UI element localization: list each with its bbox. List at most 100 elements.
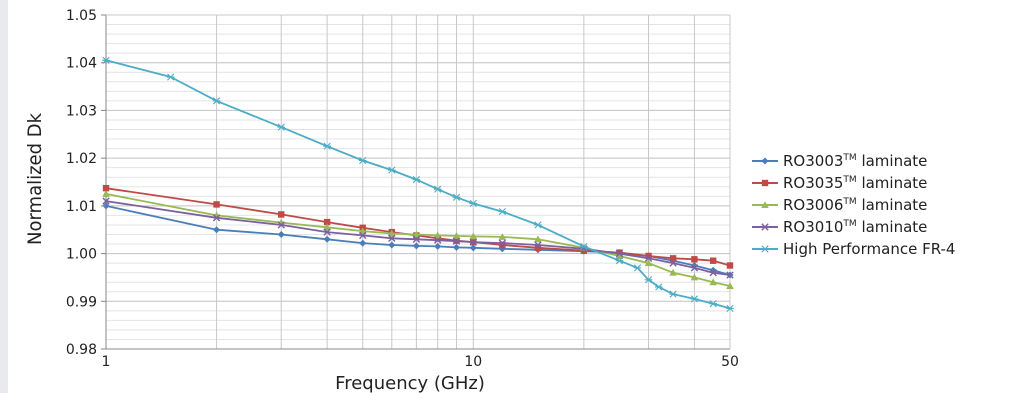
data-point (534, 244, 542, 252)
data-point (323, 228, 331, 236)
data-point (498, 233, 507, 240)
legend-label-main: RO3003 (783, 152, 843, 170)
data-point (213, 201, 220, 208)
data-point (452, 193, 461, 201)
data-point (726, 262, 734, 269)
series-5 (102, 56, 734, 313)
data-point (212, 97, 221, 105)
data-point (278, 211, 285, 218)
x-tick-label: 50 (721, 354, 739, 370)
data-point (433, 185, 442, 193)
legend-label-suffix: laminate (857, 218, 928, 236)
data-point (726, 271, 734, 279)
legend-item: RO3006TM laminate (752, 196, 927, 214)
data-point (709, 278, 717, 286)
legend-label-main: RO3035 (783, 174, 843, 192)
data-point (534, 241, 542, 249)
legend-swatch-marker (761, 201, 769, 208)
data-point (323, 223, 331, 231)
data-point (498, 207, 507, 216)
chart-series (102, 56, 734, 313)
legend-label: RO3035TM laminate (783, 174, 927, 192)
legend-label-main: RO3010 (783, 218, 843, 236)
data-point (644, 254, 653, 263)
legend-item: RO3035TM laminate (752, 174, 927, 192)
data-point (412, 230, 421, 238)
data-point (690, 273, 699, 281)
data-point (102, 190, 110, 197)
data-point (580, 242, 588, 251)
chart-axes (105, 14, 731, 350)
data-point (323, 218, 331, 226)
x-tick-label: 1 (102, 354, 111, 370)
data-point (166, 73, 175, 81)
data-point (499, 241, 506, 249)
y-tick-label: 1.03 (66, 103, 97, 119)
chart-ticks: 0.98 0.99 1.00 1.01 1.02 1.03 1.04 1.05 1 10 50 (66, 8, 739, 370)
legend-swatch-marker (761, 245, 769, 253)
x-tick-label: 10 (464, 354, 482, 370)
data-point (469, 232, 478, 240)
legend-label-suffix: laminate (857, 174, 928, 192)
legend-item: RO3003TM laminate (752, 152, 927, 170)
data-point (615, 249, 624, 258)
y-tick-label: 1.01 (66, 199, 97, 215)
data-point (412, 176, 421, 184)
data-point (655, 283, 663, 291)
legend-swatch-marker (761, 179, 769, 187)
data-point (691, 256, 698, 263)
data-point (452, 232, 461, 239)
left-edge-strip (0, 0, 8, 393)
data-point (709, 257, 717, 264)
data-point (412, 235, 421, 243)
data-point (615, 252, 624, 259)
data-point (433, 236, 442, 244)
data-point (102, 185, 110, 192)
y-axis-label: Normalized Dk (24, 113, 46, 245)
data-point (498, 239, 507, 247)
y-tick-label: 1.05 (66, 8, 97, 24)
legend-swatch-marker (761, 157, 769, 165)
legend-label-main: High Performance FR-4 (783, 240, 955, 258)
data-point (534, 221, 542, 229)
data-point (690, 295, 699, 303)
data-point (388, 241, 396, 249)
legend-label-suffix: laminate (857, 152, 928, 170)
data-point (433, 231, 442, 239)
data-point (452, 237, 461, 245)
data-point (644, 276, 653, 284)
data-point (669, 268, 677, 276)
data-point (726, 282, 734, 290)
data-point (388, 229, 396, 237)
legend-item: RO3010TM laminate (752, 218, 927, 236)
data-point (277, 123, 286, 131)
legend-item: High Performance FR-4 (752, 240, 955, 258)
data-point (709, 268, 717, 277)
data-point (358, 227, 367, 235)
data-point (277, 221, 285, 229)
legend-label: High Performance FR-4 (783, 240, 955, 258)
legend-label-trademark: TM (842, 175, 856, 185)
data-point (469, 199, 478, 208)
data-point (534, 235, 542, 243)
legend-label-trademark: TM (842, 197, 856, 207)
data-point (645, 252, 652, 260)
data-point (412, 242, 420, 250)
series-line (105, 59, 731, 310)
data-point (709, 300, 717, 308)
data-point (669, 255, 677, 262)
data-point (277, 230, 285, 238)
data-point (434, 242, 442, 250)
data-point (644, 259, 653, 267)
data-point (633, 264, 642, 272)
x-axis-label: Frequency (GHz) (335, 373, 485, 393)
legend-label: RO3006TM laminate (783, 196, 927, 214)
legend-label: RO3003TM laminate (783, 152, 927, 170)
data-point (669, 290, 677, 298)
data-point (469, 238, 477, 246)
legend-label-trademark: TM (842, 219, 856, 229)
data-point (469, 244, 477, 252)
data-point (359, 231, 367, 240)
